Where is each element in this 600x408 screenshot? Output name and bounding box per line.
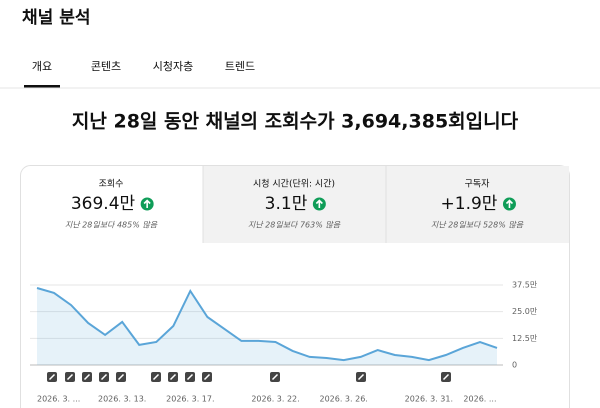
up-arrow — [315, 199, 323, 208]
y-tick-label: 37.5만 — [512, 281, 538, 290]
x-tick-label: 2026. 3. 31. — [405, 395, 453, 404]
video-icon-mark — [442, 373, 450, 381]
tab[interactable]: 콘텐츠 — [91, 60, 121, 73]
y-tick-label: 12.5만 — [512, 334, 538, 343]
line — [36, 287, 498, 362]
tab[interactable]: 시청자층 — [153, 60, 193, 73]
x-tick-label: 2026. 3. 26. — [319, 395, 367, 404]
metric-label: 구독자 — [465, 179, 491, 190]
video-icon-mark — [152, 373, 160, 381]
video-icon-mark — [169, 373, 177, 381]
metric-change: 지난 28일보다 763% 많음 — [248, 221, 341, 230]
video-icon-mark — [271, 373, 279, 381]
area — [37, 288, 497, 365]
up-arrow — [143, 199, 151, 208]
metric-change: 지난 28일보다 528% 많음 — [431, 221, 524, 230]
video-icon-mark — [66, 373, 74, 381]
x-tick-label: 2026. 3. 13. — [98, 395, 146, 404]
tab[interactable]: 트렌드 — [225, 60, 255, 73]
video-icon-mark — [83, 373, 91, 381]
x-tick-label: 2026. 3. ... — [37, 395, 80, 404]
metric-value: +1.9만 — [441, 194, 498, 214]
video-icon-mark — [100, 373, 108, 381]
x-tick-label: 2026. 3. 17. — [166, 395, 214, 404]
page-title: 채널 분석 — [22, 8, 90, 28]
video-icon-mark — [117, 373, 125, 381]
x-tick-label: 2026. ... — [463, 395, 496, 404]
x-tick-label: 2026. 3. 22. — [251, 395, 299, 404]
metric-value: 369.4만 — [71, 194, 136, 214]
tab[interactable]: 개요 — [32, 60, 52, 73]
metric-value: 3.1만 — [265, 194, 308, 214]
video-icon-mark — [357, 373, 365, 381]
video-icon-mark — [186, 373, 194, 381]
y-tick-label: 25.0만 — [512, 307, 538, 316]
y-tick-label: 0 — [512, 361, 517, 370]
video-icon-mark — [48, 373, 56, 381]
headline: 지난 28일 동안 채널의 조회수가 3,694,385회입니다 — [72, 111, 519, 133]
metric-label: 조회수 — [99, 179, 124, 190]
tab-underline — [24, 85, 60, 88]
metric-change: 지난 28일보다 485% 많음 — [65, 221, 158, 230]
video-icon-mark — [203, 373, 211, 381]
up-arrow — [505, 199, 514, 208]
metric-label: 시청 시간(단위: 시간) — [253, 179, 335, 190]
